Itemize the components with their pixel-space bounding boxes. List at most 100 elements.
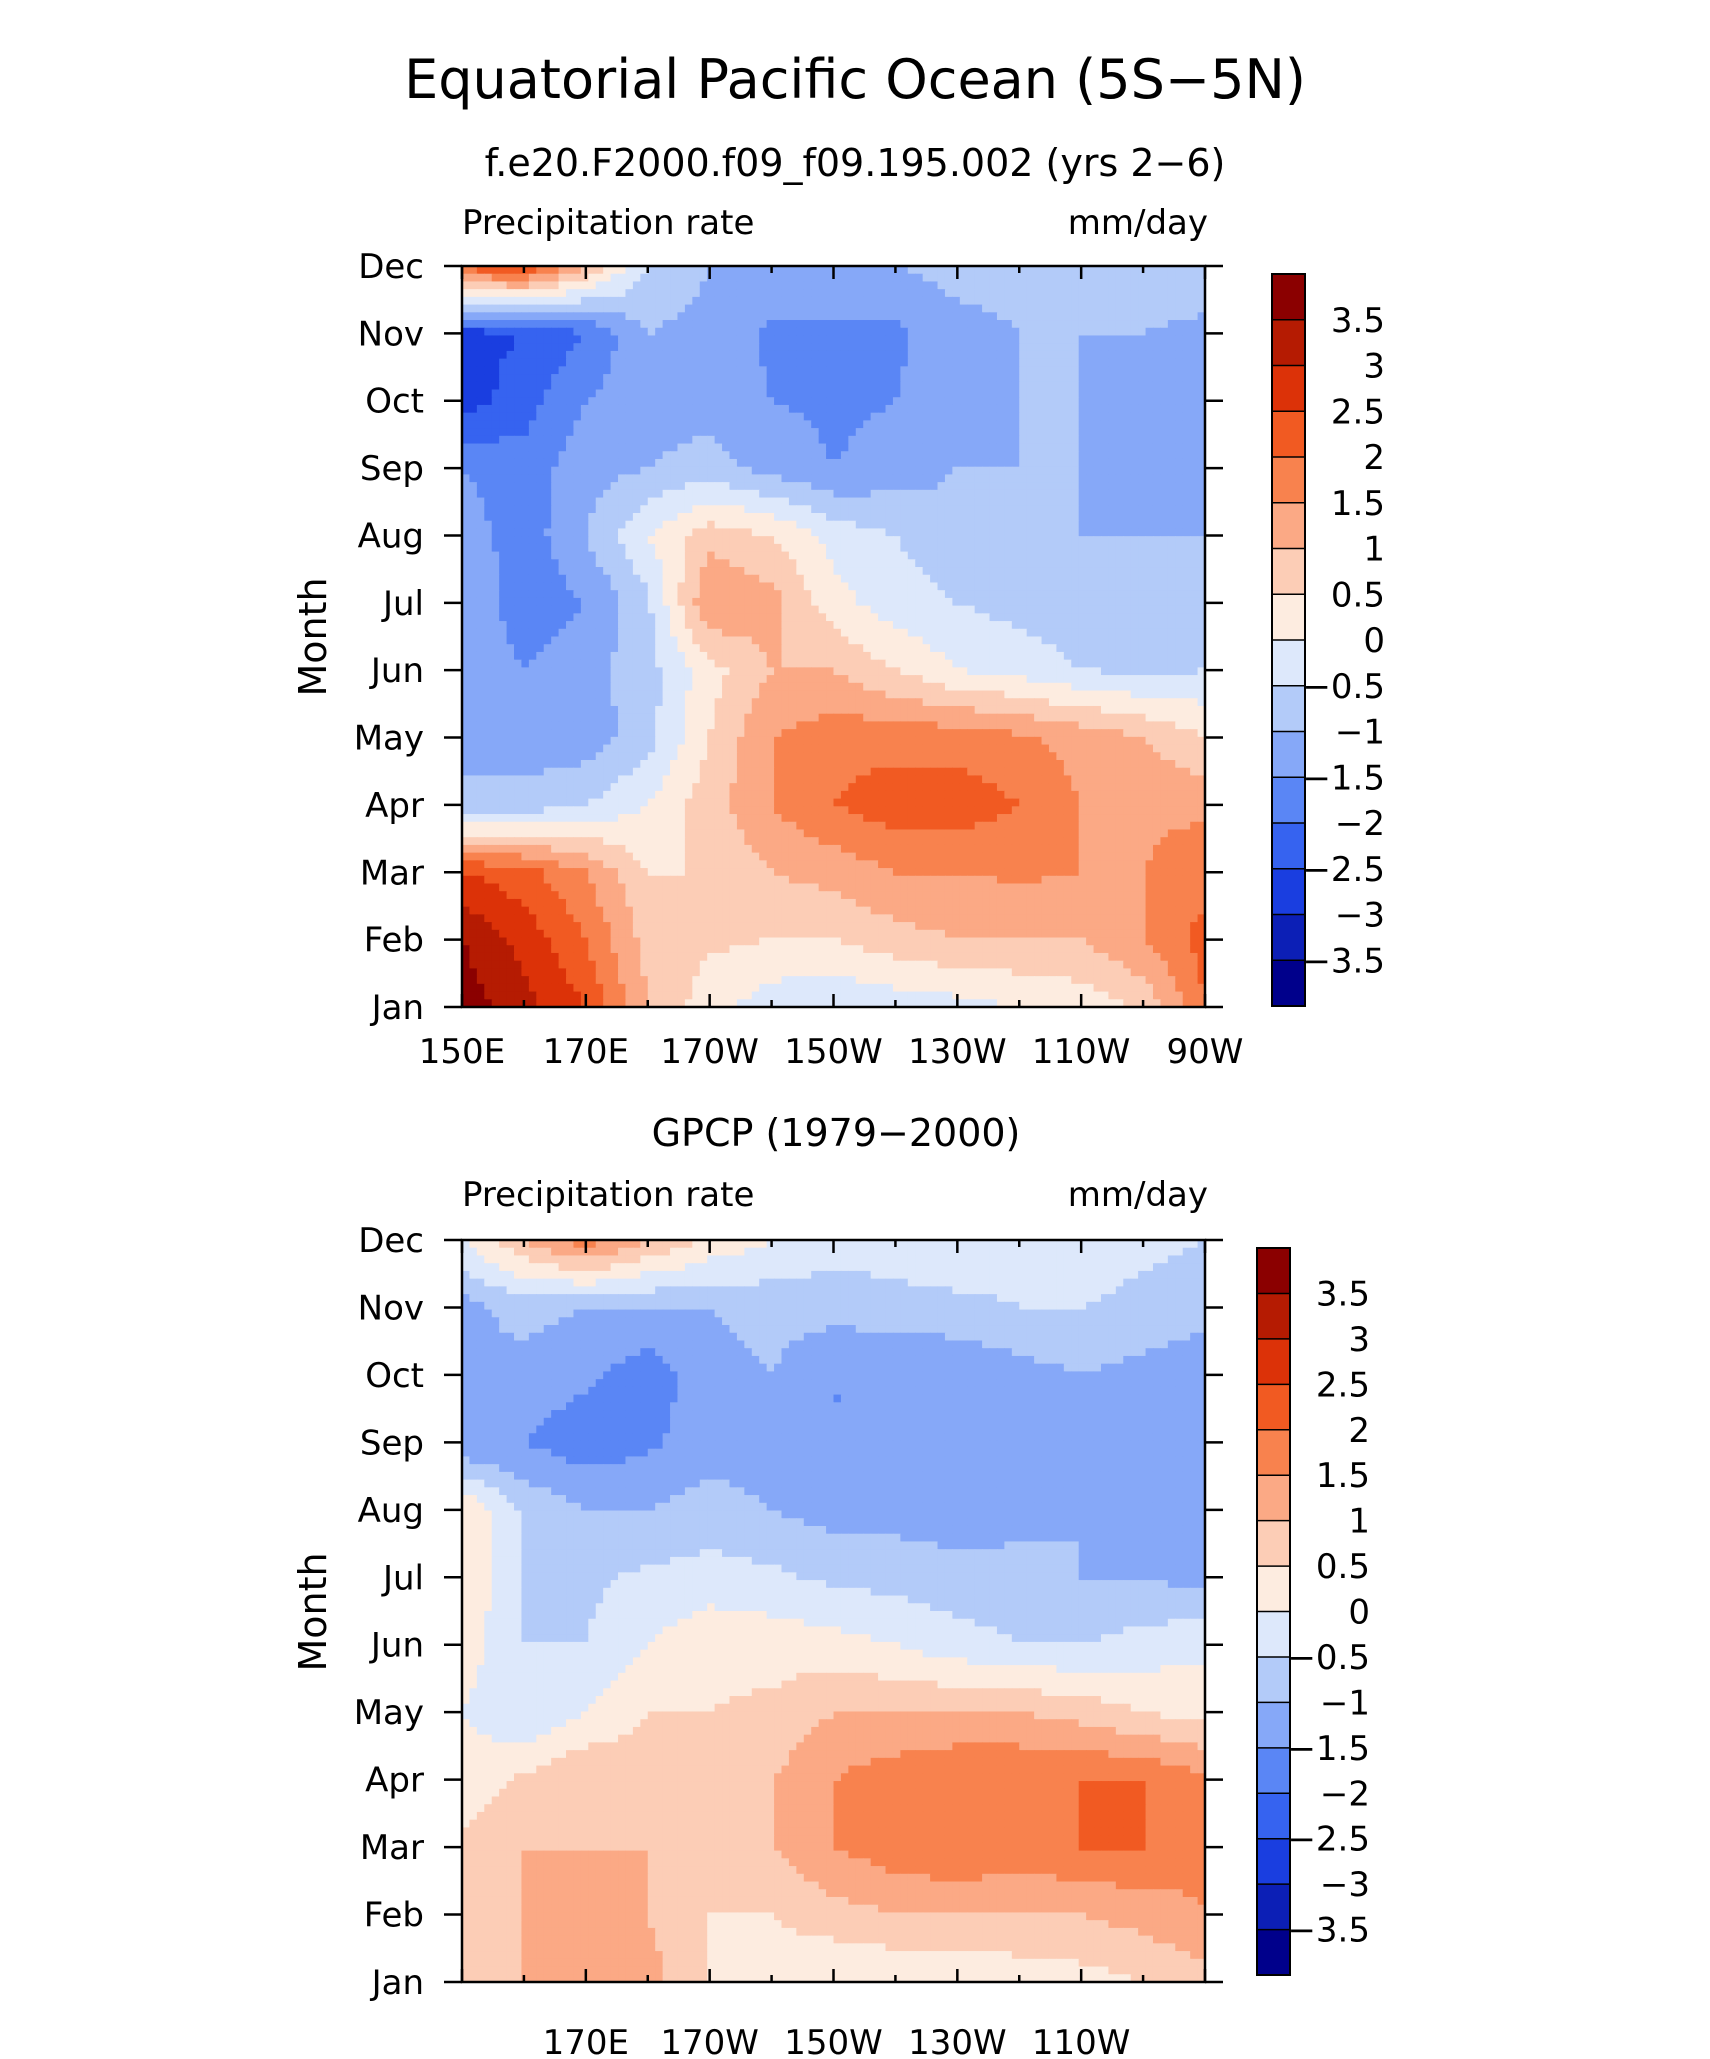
heatmap-cell [729, 366, 737, 374]
heatmap-cell [796, 281, 804, 289]
heatmap-cell [871, 505, 879, 513]
heatmap-cell [1123, 305, 1131, 313]
heatmap-cell [789, 575, 797, 583]
heatmap-cell [960, 552, 968, 560]
heatmap-cell [521, 644, 529, 652]
heatmap-cell [677, 335, 685, 343]
heatmap-cell [975, 582, 983, 590]
heatmap-cell [507, 552, 515, 560]
heatmap-cell [767, 312, 775, 320]
heatmap-cell [789, 366, 797, 374]
heatmap-cell [536, 343, 544, 351]
heatmap-cell [945, 513, 953, 521]
heatmap-cell [648, 567, 656, 575]
heatmap-cell [507, 274, 515, 282]
heatmap-cell [729, 575, 737, 583]
heatmap-cell [633, 390, 641, 398]
heatmap-cell [1138, 474, 1146, 482]
heatmap-cell [1071, 451, 1079, 459]
heatmap-cell [625, 289, 633, 297]
heatmap-cell [477, 567, 485, 575]
heatmap-cell [841, 621, 849, 629]
heatmap-cell [1086, 428, 1094, 436]
heatmap-cell [871, 351, 879, 359]
heatmap-cell [863, 297, 871, 305]
heatmap-cell [551, 420, 559, 428]
heatmap-cell [492, 613, 500, 621]
heatmap-cell [521, 567, 529, 575]
heatmap-cell [900, 397, 908, 405]
heatmap-cell [774, 366, 782, 374]
heatmap-cell [588, 312, 596, 320]
heatmap-cell [1101, 637, 1109, 645]
heatmap-cell [781, 606, 789, 614]
heatmap-cell [1108, 644, 1116, 652]
heatmap-cell [484, 413, 492, 421]
heatmap-cell [1131, 328, 1139, 336]
heatmap-cell [990, 598, 998, 606]
heatmap-cell [588, 451, 596, 459]
heatmap-cell [960, 451, 968, 459]
heatmap-cell [1183, 590, 1191, 598]
heatmap-cell [625, 405, 633, 413]
heatmap-cell [923, 505, 931, 513]
heatmap-cell [685, 320, 693, 328]
heatmap-cell [871, 343, 879, 351]
heatmap-cell [900, 428, 908, 436]
heatmap-cell [477, 513, 485, 521]
heatmap-cell [603, 482, 611, 490]
heatmap-cell [700, 281, 708, 289]
heatmap-cell [596, 505, 604, 513]
heatmap-cell [707, 436, 715, 444]
heatmap-cell [804, 505, 812, 513]
heatmap-cell [1175, 482, 1183, 490]
heatmap-cell [715, 335, 723, 343]
heatmap-cell [521, 590, 529, 598]
heatmap-cell [715, 575, 723, 583]
heatmap-cell [1101, 606, 1109, 614]
heatmap-cell [514, 575, 522, 583]
heatmap-cell [722, 413, 730, 421]
heatmap-cell [633, 459, 641, 467]
heatmap-cell [566, 613, 574, 621]
heatmap-cell [573, 498, 581, 506]
heatmap-cell [878, 390, 886, 398]
heatmap-cell [633, 335, 641, 343]
heatmap-cell [700, 297, 708, 305]
heatmap-cell [1138, 328, 1146, 336]
heatmap-cell [886, 474, 894, 482]
heatmap-cell [633, 405, 641, 413]
heatmap-cell [469, 281, 477, 289]
heatmap-cell [625, 274, 633, 282]
heatmap-cell [967, 582, 975, 590]
heatmap-cell [507, 335, 515, 343]
heatmap-cell [492, 428, 500, 436]
heatmap-cell [469, 436, 477, 444]
heatmap-cell [960, 405, 968, 413]
heatmap-cell [514, 436, 522, 444]
heatmap-cell [990, 420, 998, 428]
heatmap-cell [663, 575, 671, 583]
heatmap-cell [1153, 374, 1161, 382]
heatmap-cell [1004, 621, 1012, 629]
heatmap-cell [648, 536, 656, 544]
heatmap-cell [1079, 413, 1087, 421]
heatmap-cell [677, 598, 685, 606]
heatmap-cell [997, 320, 1005, 328]
heatmap-cell [700, 436, 708, 444]
heatmap-cell [1049, 521, 1057, 529]
heatmap-cell [648, 328, 656, 336]
heatmap-cell [811, 467, 819, 475]
heatmap-cell [811, 397, 819, 405]
heatmap-cell [856, 343, 864, 351]
heatmap-cell [1064, 567, 1072, 575]
heatmap-cell [930, 490, 938, 498]
heatmap-cell [982, 382, 990, 390]
heatmap-cell [1101, 343, 1109, 351]
heatmap-cell [915, 451, 923, 459]
heatmap-cell [536, 382, 544, 390]
heatmap-cell [685, 621, 693, 629]
heatmap-cell [804, 413, 812, 421]
heatmap-cell [789, 513, 797, 521]
heatmap-cell [767, 305, 775, 313]
